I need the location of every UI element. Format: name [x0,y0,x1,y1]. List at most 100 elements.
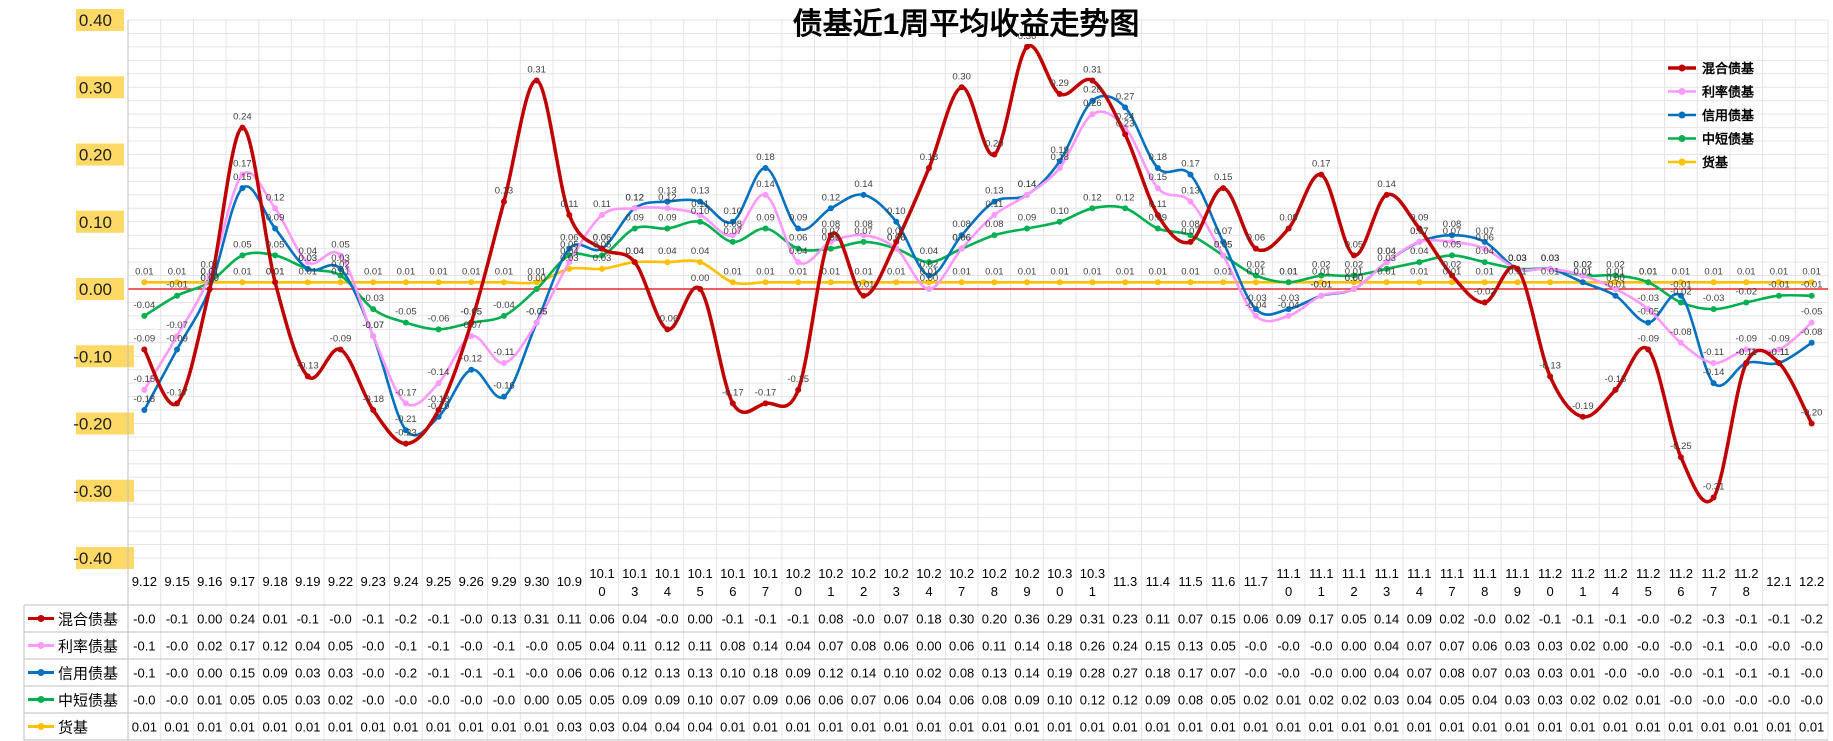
data-point [1808,279,1815,286]
table-key-marker [37,696,45,703]
data-point [1024,191,1031,198]
data-label: -0.16 [493,381,515,392]
x-tick-label: 10.2 1 [818,566,843,599]
data-point [631,225,638,232]
data-label: 0.24 [1116,112,1135,123]
data-point [337,279,344,286]
data-point [795,245,802,252]
chart-title: 债基近1周平均收益走势图 [793,8,1140,41]
table-cell: 0.03 [295,693,320,708]
table-cell: 0.36 [1014,612,1039,627]
table-cell: -0.1 [1702,666,1724,681]
table-cell: 0.03 [1505,639,1530,654]
x-tick-label: 10.1 3 [622,566,647,599]
data-label: 0.04 [1410,246,1429,257]
data-label: -0.09 [134,334,156,345]
data-point [1677,339,1684,346]
legend-key-marker [1678,88,1686,95]
x-tick-label: 10.1 0 [589,566,614,599]
table-cell: 0.01 [459,720,484,735]
table-cell: 0.01 [1080,720,1105,735]
table-cell: 0.15 [1211,612,1236,627]
data-label: 0.01 [1737,266,1756,277]
data-label: 0.03 [1508,253,1527,264]
data-point [958,84,965,91]
data-label: 0.01 [1639,266,1658,277]
data-point [860,292,867,299]
table-cell: -0.0 [362,693,384,708]
data-point [1645,279,1652,286]
table-series-name: 混合债基 [58,612,118,629]
data-label: 0.15 [1214,172,1233,183]
table-cell: 0.00 [1603,639,1628,654]
data-point [1154,164,1161,171]
table-cell: 0.04 [622,612,647,627]
table-cell: 0.09 [1145,693,1170,708]
data-label: 0.07 [1214,226,1233,237]
data-label: 0.09 [625,212,644,223]
data-label: -0.03 [1245,293,1267,304]
table-cell: -0.1 [1768,612,1790,627]
table-cell: 0.18 [1145,666,1170,681]
data-point [566,245,573,252]
data-point [795,259,802,266]
data-label: -0.08 [1801,327,1823,338]
data-label: 0.03 [1508,253,1527,264]
table-cell: 0.00 [916,639,941,654]
table-cell: -0.1 [787,612,809,627]
data-label: -0.18 [362,394,384,405]
x-tick-label: 10.3 1 [1080,566,1105,599]
data-label: 0.23 [1116,118,1135,129]
data-label: 0.00 [1345,273,1364,284]
table-cell: 0.01 [1243,720,1268,735]
data-point [402,400,409,407]
data-label: -0.11 [1703,347,1724,358]
table-cell: 0.01 [818,720,843,735]
data-label: -0.17 [395,387,417,398]
data-label: 0.12 [266,192,285,203]
data-point [860,279,867,286]
data-point [1645,306,1652,313]
table-cell: -0.0 [1637,666,1659,681]
data-label: 0.07 [1410,226,1429,237]
data-label: 0.04 [625,246,644,257]
data-point [500,359,507,366]
data-point [664,198,671,205]
table-cell: 0.06 [557,666,582,681]
table-cell: 0.09 [622,693,647,708]
table-cell: 0.17 [1178,666,1203,681]
data-label: 0.17 [1181,159,1200,170]
data-point [1024,43,1031,50]
data-label: -0.09 [330,334,352,345]
table-cell: 0.07 [1407,666,1432,681]
table-series-name: 货基 [58,720,88,737]
table-cell: 0.08 [1178,693,1203,708]
table-cell: 0.01 [491,720,516,735]
table-cell: 0.01 [426,720,451,735]
table-cell: 0.04 [655,720,680,735]
data-label: -0.05 [460,307,482,318]
x-tick-label: 10.2 8 [982,566,1007,599]
data-label: -0.04 [1245,300,1267,311]
data-label: -0.11 [493,347,514,358]
data-point [1547,279,1554,286]
series-line-5 [144,259,1812,286]
table-cell: -0.0 [656,612,678,627]
table-cell: 0.02 [1570,693,1595,708]
table-cell: -0.0 [1637,639,1659,654]
ytick-label: -0.30 [73,482,112,501]
data-point [925,286,932,292]
data-label: 0.01 [1443,266,1462,277]
table-cell: 0.01 [1309,720,1334,735]
data-label: 0.14 [1377,179,1396,190]
data-label: 0.07 [1475,226,1494,237]
table-cell: 0.04 [687,720,712,735]
data-label: 0.01 [1345,266,1364,277]
data-point [1122,131,1129,138]
data-label: 0.12 [1083,192,1102,203]
data-label: 0.10 [1050,206,1069,217]
data-label: 0.06 [1247,233,1266,244]
data-label: 0.31 [527,65,546,76]
data-point [1318,272,1325,279]
